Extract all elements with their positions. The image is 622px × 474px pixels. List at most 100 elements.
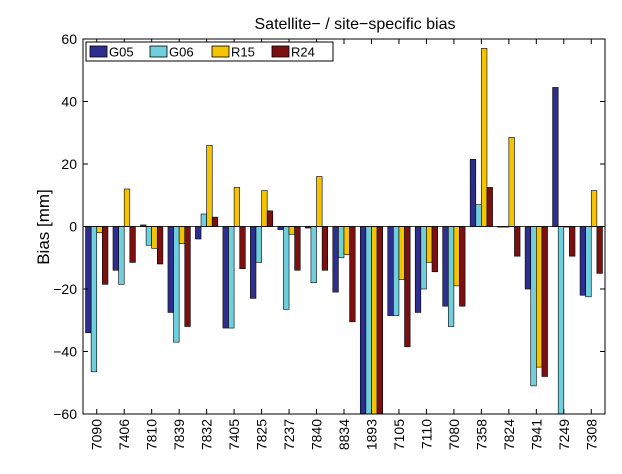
bar-r15-7406 xyxy=(123,188,131,227)
bar-g06-7406 xyxy=(118,226,125,285)
bar-r15-7810 xyxy=(151,226,158,249)
bar-r24-7810 xyxy=(156,226,164,265)
x-tick-label: 7810 xyxy=(144,419,160,450)
x-tick-label: 7308 xyxy=(583,419,599,450)
bar-g06-7825 xyxy=(255,226,262,263)
bar-r24-7358 xyxy=(486,187,493,227)
x-tick-label: 7249 xyxy=(556,419,572,450)
x-tick-label: 8834 xyxy=(336,419,352,450)
legend-label-r15: R15 xyxy=(231,45,255,60)
bar-g05-7249 xyxy=(552,87,559,227)
legend-box xyxy=(85,41,334,62)
x-tick-label: 7406 xyxy=(116,419,132,450)
bar-g06-8834 xyxy=(338,226,345,259)
y-tick-label: 0 xyxy=(69,219,77,235)
bar-r15-7110 xyxy=(426,226,433,263)
x-tick-label: 7105 xyxy=(391,419,407,450)
bar-r24-7110 xyxy=(431,226,438,273)
bar-g06-1893 xyxy=(365,226,372,414)
x-tick-label: 7405 xyxy=(226,419,242,450)
bar-r24-7237 xyxy=(294,226,301,271)
bar-r15-7824 xyxy=(508,137,515,227)
bar-r15-7405 xyxy=(233,187,241,227)
bar-g06-7832 xyxy=(200,213,207,227)
legend-swatch-r24 xyxy=(271,45,290,58)
bar-r24-7941 xyxy=(541,226,548,377)
x-tick-label: 7825 xyxy=(254,419,270,450)
bar-g05-7105 xyxy=(387,226,394,316)
bar-g05-7080 xyxy=(442,226,449,307)
x-tick-label: 7358 xyxy=(473,419,489,450)
bar-g05-7405 xyxy=(222,226,229,329)
bar-g05-7358 xyxy=(469,159,477,227)
bar-g05-8834 xyxy=(332,226,339,293)
bar-g06-7105 xyxy=(393,226,400,316)
y-tick-label: −40 xyxy=(53,344,77,360)
bar-r24-7308 xyxy=(596,226,603,274)
bar-r24-7105 xyxy=(404,226,411,348)
bar-g06-7941 xyxy=(530,226,537,387)
x-tick-label: 7941 xyxy=(528,419,544,450)
bar-r24-1893 xyxy=(376,226,383,414)
bar-g06-7249 xyxy=(557,226,565,414)
x-tick-label: 1893 xyxy=(363,419,379,450)
bar-r15-7839 xyxy=(178,226,186,244)
legend-swatch-g05 xyxy=(89,45,108,58)
bar-g05-1893 xyxy=(359,226,367,414)
legend-swatch-r15 xyxy=(211,45,230,58)
bar-r24-7840 xyxy=(321,226,329,271)
bar-r15-7090 xyxy=(96,226,103,234)
x-tick-label: 7832 xyxy=(199,419,215,450)
bar-g06-7840 xyxy=(310,226,317,284)
bar-g05-7308 xyxy=(579,226,586,296)
y-axis-label: Bias [mm] xyxy=(34,189,53,265)
legend-label-g05: G05 xyxy=(109,45,134,60)
x-tick-label: 7237 xyxy=(281,419,297,450)
bar-g06-7090 xyxy=(90,226,98,373)
y-tick-label: 40 xyxy=(61,94,77,110)
bar-r15-8834 xyxy=(343,226,350,255)
bar-g05-7832 xyxy=(195,226,202,240)
bar-g05-7090 xyxy=(85,226,92,334)
bar-r15-1893 xyxy=(371,226,378,414)
y-tick-label: 20 xyxy=(61,156,77,172)
bar-g06-7358 xyxy=(475,204,482,227)
bar-r15-7105 xyxy=(398,226,405,280)
bar-r15-7358 xyxy=(481,48,488,227)
legend-label-r24: R24 xyxy=(291,45,315,60)
bar-r15-7080 xyxy=(453,226,460,287)
y-tick-label: 60 xyxy=(61,31,77,47)
bar-g05-7941 xyxy=(524,226,532,290)
legend-swatch-g06 xyxy=(149,45,168,58)
bar-g05-7110 xyxy=(414,226,422,313)
bar-g06-7237 xyxy=(283,226,290,310)
x-tick-label: 7839 xyxy=(171,419,187,450)
bar-r24-7839 xyxy=(184,226,191,327)
bar-g06-7405 xyxy=(228,226,235,329)
bar-g05-7406 xyxy=(112,226,119,271)
x-tick-label: 7090 xyxy=(89,419,105,450)
bar-g06-7839 xyxy=(173,226,180,343)
bar-r15-7308 xyxy=(590,190,598,227)
bar-r15-7941 xyxy=(536,226,543,368)
bar-r24-8834 xyxy=(349,226,356,323)
bar-g06-7308 xyxy=(585,226,592,298)
bars-group xyxy=(85,48,603,414)
bar-g05-7237 xyxy=(277,226,284,230)
bar-r15-7832 xyxy=(206,144,213,227)
bar-g05-7825 xyxy=(250,226,257,299)
bar-r24-7825 xyxy=(266,210,274,227)
legend: G05 G06 R15 R24 xyxy=(85,41,334,62)
x-tick-label: 7840 xyxy=(309,419,325,450)
bar-g06-7110 xyxy=(420,226,427,290)
x-tick-label: 7080 xyxy=(446,419,462,450)
x-tick-label: 7110 xyxy=(418,419,434,449)
bar-g06-7080 xyxy=(447,226,455,327)
y-tick-label: −20 xyxy=(53,281,77,297)
bar-g05-7839 xyxy=(167,226,174,313)
bar-r15-7825 xyxy=(261,190,268,227)
chart-title: Satellite− / site−specific bias xyxy=(255,16,456,33)
y-tick-label: −60 xyxy=(53,406,77,422)
legend-label-g06: G06 xyxy=(169,45,194,60)
